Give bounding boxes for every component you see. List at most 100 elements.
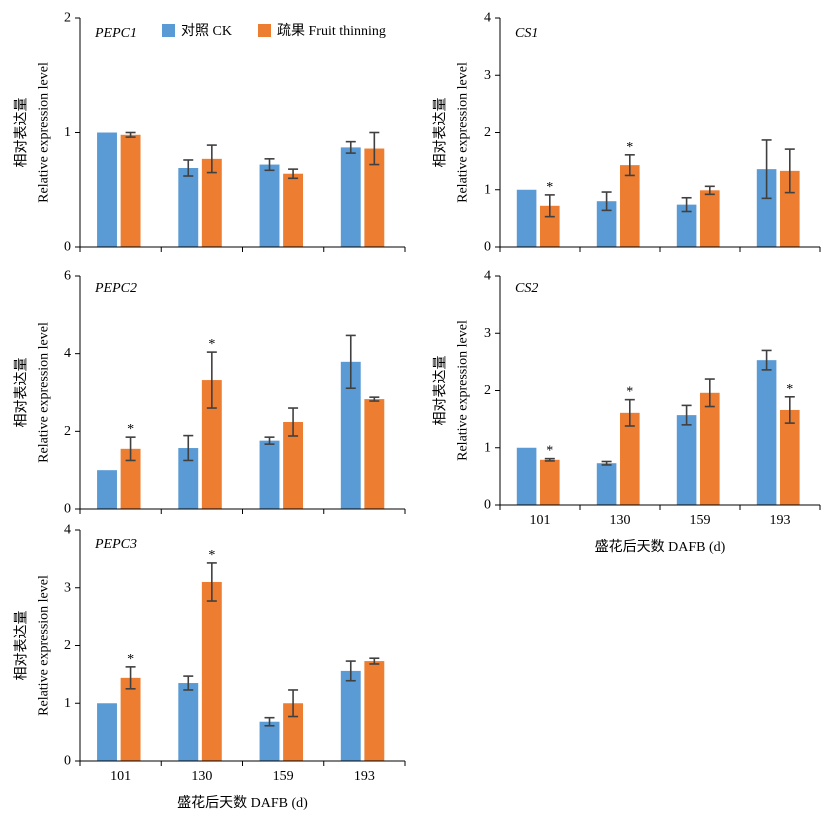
control-bar-130	[178, 448, 199, 509]
error-bar	[624, 398, 635, 427]
control-bar-130	[178, 683, 199, 761]
error-bar	[544, 194, 555, 218]
significance-mark: *	[546, 180, 553, 195]
panel-title: PEPC3	[94, 537, 137, 552]
control-bar-193	[340, 361, 361, 509]
control-bar-101	[97, 470, 117, 509]
control-bar-193	[756, 169, 777, 247]
y-axis-title-zh: 相对表达量	[14, 98, 30, 168]
error-bar	[206, 144, 217, 174]
y-axis-title-en: Relative expression level	[37, 322, 52, 463]
error-bar	[345, 334, 356, 390]
error-bar	[206, 562, 217, 602]
control-bar-193	[340, 670, 361, 761]
error-bar	[288, 689, 299, 718]
error-bar	[681, 404, 692, 426]
panel-cs2: * * * 0 1 2 3 4 101 130 159 193 盛花后天数 DAFB (d) CS2 相对表…	[433, 269, 821, 555]
y-tick-label: 2	[484, 125, 491, 140]
control-bar-130	[596, 463, 617, 505]
fruit-thinning-bar-130	[201, 380, 222, 509]
x-tick-label: 159	[273, 769, 294, 784]
error-bar	[264, 158, 275, 172]
significance-mark: *	[626, 140, 633, 155]
x-tick-label: 193	[354, 769, 375, 784]
control-bar-101	[97, 703, 117, 761]
error-bar	[761, 349, 772, 371]
y-tick-label: 1	[64, 125, 71, 140]
error-bar	[601, 191, 612, 212]
y-tick-label: 3	[484, 326, 491, 341]
y-axis-title-zh: 相对表达量	[14, 611, 30, 681]
error-bar	[125, 131, 136, 138]
fruit-thinning-bar-130	[201, 158, 222, 247]
error-bar	[264, 716, 275, 727]
y-tick-label: 3	[484, 68, 491, 83]
y-tick-label: 3	[64, 580, 71, 595]
x-tick-label: 101	[530, 513, 551, 528]
fruit-thinning-bar-159	[283, 422, 304, 509]
x-axis-title: 盛花后天数 DAFB (d)	[177, 795, 308, 811]
fruit-thinning-bar-130	[201, 581, 222, 761]
panel-cs1: * * 0 1 2 3 4 CS1 相对表达量 Relative expression level	[433, 11, 821, 255]
error-bar	[544, 457, 555, 462]
fruit-thinning-bar-159	[700, 392, 720, 505]
fruit-thinning-bar-193	[364, 399, 385, 509]
fruit-thinning-bar-159	[283, 703, 304, 761]
x-tick-label: 130	[191, 769, 212, 784]
control-bar-159	[259, 721, 280, 761]
panel-pepc2: * * 0 2 4 6 PEPC2 相对表达量 Relative expression leve…	[14, 269, 406, 517]
y-tick-label: 1	[484, 182, 491, 197]
y-axis-title-en: Relative expression level	[37, 575, 52, 716]
control-bar-101	[516, 447, 537, 505]
control-legend-swatch	[162, 24, 175, 37]
control-bar-130	[596, 201, 617, 247]
y-tick-label: 4	[64, 346, 71, 361]
x-axis-title: 盛花后天数 DAFB (d)	[595, 539, 726, 555]
error-bar	[183, 434, 194, 462]
x-tick-label: 130	[610, 513, 631, 528]
error-bar	[288, 407, 299, 437]
panel-title: PEPC2	[94, 281, 137, 296]
y-axis-title-zh: 相对表达量	[433, 356, 449, 426]
error-bar	[369, 131, 380, 166]
y-axis-title-en: Relative expression level	[37, 62, 52, 203]
error-bar	[125, 666, 136, 690]
y-tick-label: 1	[484, 440, 491, 455]
control-bar-159	[676, 204, 697, 247]
control-bar-159	[676, 415, 697, 505]
significance-mark: *	[626, 385, 633, 400]
y-tick-label: 0	[484, 498, 491, 513]
y-tick-label: 0	[64, 754, 71, 769]
significance-mark: *	[127, 652, 134, 667]
error-bar	[345, 140, 356, 154]
panel-pepc1: 0 1 2 PEPC1 相对表达量 Relative expression level 对照…	[14, 11, 406, 255]
y-tick-label: 0	[64, 240, 71, 255]
y-tick-label: 1	[64, 696, 71, 711]
error-bar	[125, 436, 136, 462]
fruit-thinning-bar-193	[364, 148, 385, 247]
fruit-thinning-bar-101	[120, 677, 141, 761]
error-bar	[681, 196, 692, 213]
significance-mark: *	[786, 382, 793, 397]
fruit-thinning-bar-193	[780, 409, 800, 505]
fruit-thinning-bar-130	[620, 165, 640, 247]
error-bar	[206, 351, 217, 409]
error-bar	[704, 185, 715, 196]
error-bar	[624, 154, 635, 177]
y-tick-label: 4	[484, 269, 491, 284]
y-tick-label: 4	[484, 11, 491, 26]
y-axis-title-en: Relative expression level	[456, 62, 471, 203]
x-tick-label: 159	[690, 513, 711, 528]
control-bar-193	[340, 147, 361, 247]
error-bar	[264, 436, 275, 445]
fruit-thinning-legend-swatch	[258, 24, 271, 37]
fruit-thinning-bar-101	[540, 459, 560, 505]
error-bar	[761, 139, 772, 200]
control-bar-193	[756, 360, 777, 505]
error-bar	[183, 675, 194, 691]
control-bar-101	[516, 189, 537, 247]
y-axis-title-en: Relative expression level	[456, 320, 471, 461]
significance-mark: *	[546, 444, 553, 459]
fruit-thinning-bar-159	[283, 173, 304, 247]
x-tick-label: 193	[770, 513, 791, 528]
